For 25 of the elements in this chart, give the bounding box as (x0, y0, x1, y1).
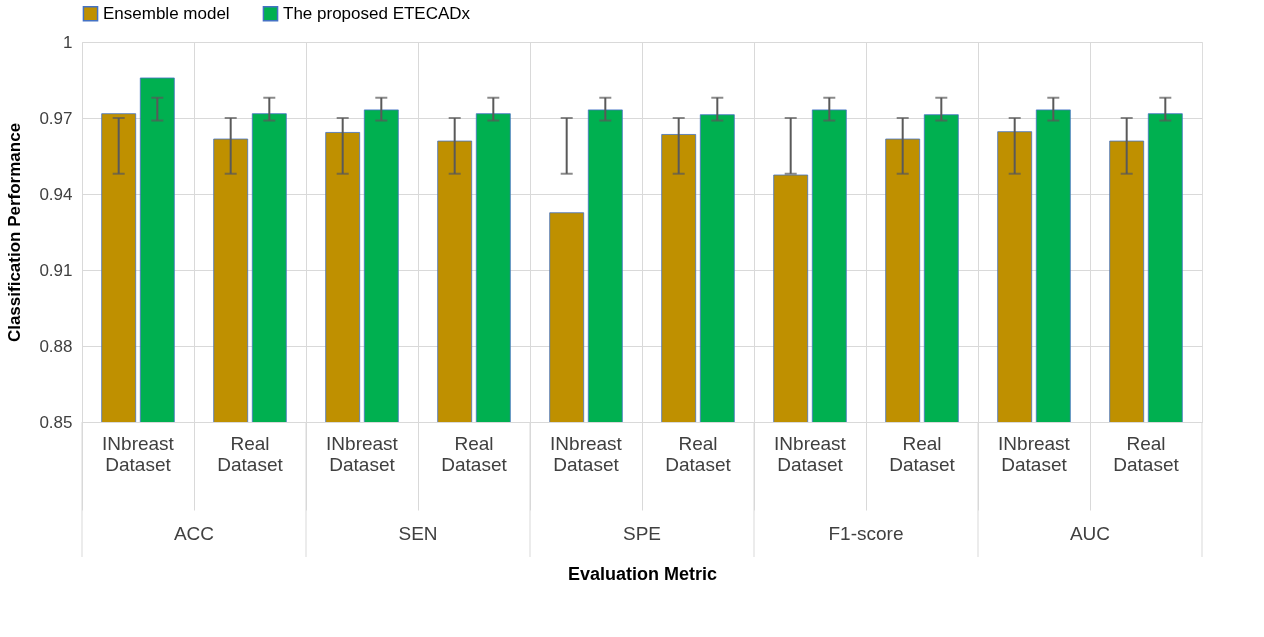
x-tick-label: INbreast Dataset (550, 432, 623, 475)
x-tick-label: INbreast Dataset (998, 432, 1071, 475)
x-tick-label: INbreast Dataset (774, 432, 847, 475)
x-axis-title: Evaluation Metric (567, 564, 718, 584)
text: SPE (622, 523, 662, 544)
x-tick-label: INbreast Dataset (326, 432, 399, 475)
x-tick-label: Real Dataset (665, 432, 732, 475)
x-tick-label: INbreast Dataset (102, 432, 175, 475)
x-tick-label: Real Dataset (441, 432, 508, 475)
text: ACC (173, 523, 215, 544)
text: AUC (1069, 523, 1111, 544)
x-tick-label: Real Dataset (217, 432, 284, 475)
y-tick-label: 0.85 (39, 412, 73, 432)
y-tick-label: 0.94 (39, 184, 73, 204)
legend-label: Ensemble model (103, 3, 230, 23)
y-tick-label: 1 (63, 32, 73, 52)
y-tick-label: 0.97 (39, 108, 73, 128)
y-axis-title: Classification Performance (5, 122, 25, 343)
text: F1-score (828, 523, 904, 544)
y-tick-label: 0.88 (39, 336, 73, 356)
x-tick-label: Real Dataset (889, 432, 956, 475)
y-tick-label: 0.91 (39, 260, 73, 280)
legend-label: The proposed ETECADx (283, 3, 471, 23)
x-tick-label: Real Dataset (1113, 432, 1180, 475)
text: SEN (398, 523, 438, 544)
